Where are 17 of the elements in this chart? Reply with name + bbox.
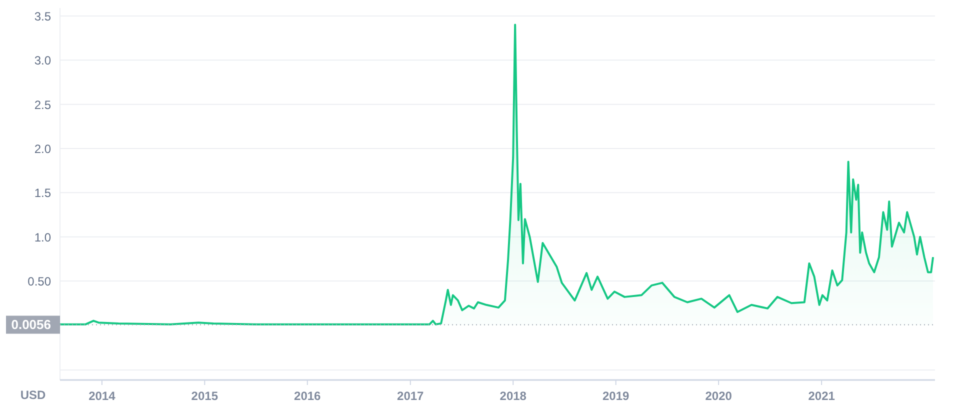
y-axis-title: USD: [20, 388, 46, 402]
x-tick-label: 2018: [500, 389, 527, 403]
x-tick-label: 2021: [808, 389, 836, 403]
y-tick-label: 0.50: [28, 274, 52, 289]
x-tick-label: 2015: [191, 389, 218, 403]
x-tick-label: 2014: [88, 389, 116, 403]
x-tick-label: 2016: [294, 389, 322, 403]
x-tick-label: 2019: [602, 389, 630, 403]
x-tick-label: 2017: [397, 389, 424, 403]
y-tick-label: 2.0: [34, 142, 52, 156]
y-tick-label: 2.5: [34, 98, 52, 112]
ref-line-label: 0.0056: [11, 317, 51, 332]
y-tick-label: 1.0: [34, 230, 52, 244]
x-tick-label: 2020: [705, 389, 732, 403]
y-tick-label: 3.5: [34, 9, 52, 24]
y-tick-label: 1.5: [34, 186, 52, 200]
y-tick-label: 3.0: [34, 54, 52, 68]
